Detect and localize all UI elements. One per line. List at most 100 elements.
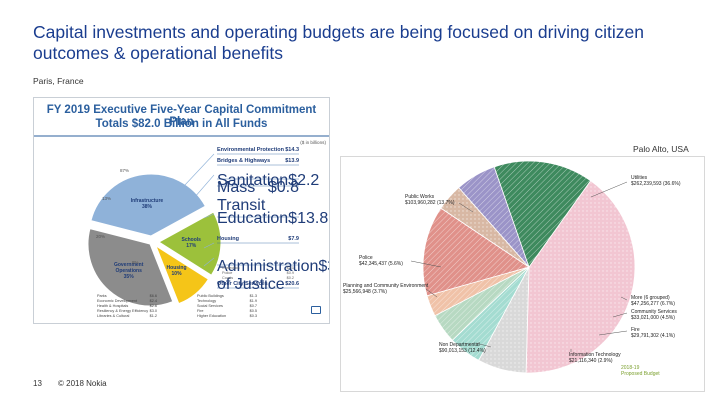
palo-leader-line: [458, 202, 474, 213]
table-row: Environmental Protection $14.3: [217, 147, 299, 153]
pie-label-government-operations: Government Operations 35%: [107, 262, 151, 280]
other-service-label: Social Services: [197, 304, 223, 308]
page-number: 13: [33, 379, 42, 388]
other-service-label: Economic Development: [97, 299, 138, 303]
pie-label-name: Schools: [181, 237, 201, 243]
table-row-label: Mass Transit: [217, 179, 266, 214]
other-service-row: Public Buildings $1.3: [197, 294, 257, 299]
palo-label-more-6-grouped-: More (6 grouped) $47,256,277 (6.7%): [631, 295, 675, 307]
other-service-value: $1.3: [249, 294, 257, 298]
justice-sub-row: Courts $0.2: [222, 276, 294, 280]
capital-plan-total: Totals $82.0 Billion in All Funds: [95, 118, 268, 130]
other-service-value: $0.7: [249, 304, 257, 308]
capital-plan-panel: FY 2019 Executive Five-Year Capital Comm…: [33, 97, 330, 324]
palo-leader-line: [425, 288, 438, 298]
nyc-logo-icon: [311, 306, 321, 314]
other-service-row: Economic Development $2.4: [97, 299, 157, 304]
other-service-label: Technology: [197, 299, 217, 303]
callout-line: [193, 174, 215, 199]
palo-alto-pie: [410, 160, 636, 374]
other-service-row: Libraries & Cultural $1.2: [97, 314, 157, 319]
table-row: Housing $7.9: [217, 236, 299, 242]
pie-label-pct: 35%: [123, 274, 134, 281]
other-service-value: $2.6: [149, 304, 157, 308]
other-service-label: Public Buildings: [197, 294, 224, 298]
table-row-label: Sanitation: [217, 172, 289, 189]
pie-slice-schools: [158, 211, 222, 276]
infra-left-pct: 13%: [102, 196, 112, 201]
table-row-value: $20.6: [285, 281, 299, 287]
proposed-budget-note: 2018-19 Proposed Budget: [621, 365, 660, 377]
gov-pct: 20%: [96, 234, 106, 239]
other-service-value: $2.4: [149, 299, 157, 303]
palo-label-police: Police $42,345,437 (5.6%): [359, 255, 403, 267]
pie-label-infrastructure: Infrastructure 38%: [125, 198, 169, 210]
table-row-value: $7.9: [288, 236, 299, 242]
table-row-label: Bridges & Highways: [217, 158, 271, 164]
table-row-value: $0.8: [267, 179, 299, 196]
palo-slice-non-departmental: [422, 207, 530, 297]
other-service-label: Resiliency & Energy Efficiency: [97, 309, 149, 313]
callout-line: [203, 213, 215, 219]
table-row-value: $13.9: [285, 158, 299, 164]
other-service-value: $3.0: [149, 309, 157, 313]
justice-sub-row: Correction $2.1: [222, 266, 294, 270]
pie-label-housing: Housing 10%: [155, 265, 199, 277]
table-row-label: Education: [217, 210, 289, 227]
other-services-col-right: Public Buildings $1.3 Technology $1.9 Social…: [197, 294, 257, 319]
other-services-col-left: Parks $6.6 Economic Development $2.4 Health …: [97, 294, 157, 319]
pie-label-pct: 17%: [186, 243, 197, 249]
table-row: Bridges & Highways $13.9: [217, 158, 299, 164]
palo-leader-line: [475, 342, 492, 348]
palo-slice-utilities: [525, 180, 636, 374]
palo-alto-caption: Palo Alto, USA: [633, 144, 689, 154]
pie-label-name: Housing: [166, 264, 187, 271]
palo-leader-line: [598, 330, 628, 336]
other-service-value: $1.9: [249, 299, 257, 303]
other-service-label: Health & Hospitals: [97, 304, 129, 308]
table-row-value: $13.8: [288, 210, 329, 227]
paris-caption: Paris, France: [33, 76, 84, 86]
table-row-label: Administration of Justice: [217, 258, 319, 293]
other-service-value: $0.5: [249, 309, 257, 313]
copyright: © 2018 Nokia: [58, 379, 107, 388]
justice-sub-label: Police: [222, 271, 233, 275]
justice-sub-label: Correction: [222, 266, 240, 270]
other-service-label: Fire: [197, 309, 204, 313]
table-row: Other City Services $20.6: [217, 281, 299, 287]
table-row-value: $2.2: [288, 172, 320, 189]
table-row-value: $3.3: [318, 258, 329, 275]
justice-sub-row: Police $0.9: [222, 271, 294, 275]
palo-slice-more-6-grouped-: [478, 266, 530, 374]
palo-leader-line: [410, 260, 442, 268]
pie-label-pct: 10%: [171, 270, 182, 277]
table-row-label: Environmental Protection: [217, 147, 284, 153]
pie-label-schools: Schools 17%: [169, 237, 213, 249]
pie-label-pct: 38%: [141, 204, 152, 210]
infra-top-pct: 87%: [120, 168, 130, 173]
palo-label-fire: Fire $29,791,302 (4.1%): [631, 327, 675, 339]
other-service-label: Higher Education: [197, 314, 227, 318]
slide-title: Capital investments and operating budget…: [33, 22, 644, 63]
palo-leader-line: [620, 296, 628, 301]
capital-plan-pie: [34, 135, 329, 307]
callout-line: [203, 257, 215, 267]
palo-label-utilities: Utilities $262,239,593 (36.6%): [631, 175, 681, 187]
table-row: Sanitation $2.2: [217, 172, 319, 190]
pie-label-name: Infrastructure: [130, 198, 164, 204]
other-service-value: $1.2: [149, 314, 157, 318]
palo-label-public-works: Public Works $103,960,282 (13.7%): [405, 194, 455, 206]
other-service-row: Health & Hospitals $2.6: [97, 304, 157, 309]
other-service-row: Technology $1.9: [197, 299, 257, 304]
other-service-row: Parks $6.6: [97, 294, 157, 299]
palo-label-planning-and-community-environment: Planning and Community Environment $25,5…: [343, 283, 429, 295]
callout-line: [203, 242, 215, 249]
table-row: Mass Transit $0.8: [217, 179, 299, 215]
table-row-label: Other City Services: [217, 281, 268, 287]
pie-slice-infrastructure: [90, 173, 207, 237]
callout-line: [183, 153, 215, 187]
pie-slice-government-operations: [87, 227, 174, 307]
palo-leader-line: [612, 312, 628, 318]
palo-leader-line: [590, 181, 628, 198]
other-service-value: $0.3: [249, 314, 257, 318]
